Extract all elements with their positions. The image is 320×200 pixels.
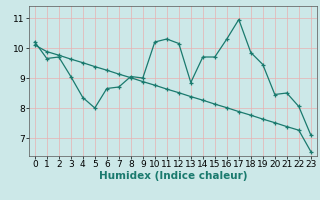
X-axis label: Humidex (Indice chaleur): Humidex (Indice chaleur) xyxy=(99,171,247,181)
